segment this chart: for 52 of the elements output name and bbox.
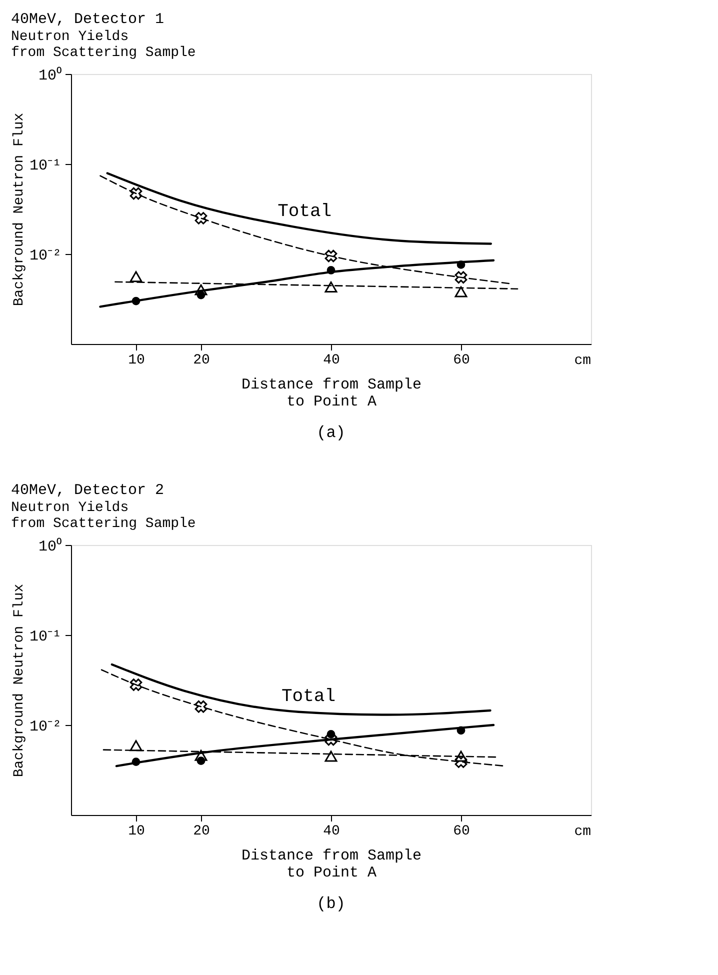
chart-subtitle: Neutron Yields from Scattering Sample: [10, 29, 196, 61]
point: [324, 250, 338, 262]
y-tick-label: 10⁻²: [29, 248, 62, 264]
point: [132, 758, 140, 766]
chart-subtitle: Neutron Yields from Scattering Sample: [10, 500, 196, 532]
line-series: [100, 669, 506, 767]
line-series: [110, 663, 492, 716]
point: [194, 700, 208, 713]
y-axis-title: Background Neutron Flux: [11, 584, 28, 778]
y-axis-title: Background Neutron Flux: [11, 112, 28, 306]
point: [324, 281, 338, 292]
point: [454, 271, 468, 284]
point: [132, 296, 140, 306]
point: [324, 733, 338, 746]
line-series: [106, 172, 492, 245]
x-tick-label: 60: [453, 352, 470, 368]
x-tick-label: 40: [323, 352, 340, 368]
point: [194, 212, 208, 224]
y-tick-label: 10⁻¹: [29, 158, 62, 174]
x-tick-label: 60: [453, 824, 470, 840]
y-tick-label: 10⁰: [38, 66, 62, 84]
chart-title: 40MeV, Detector 1: [10, 11, 164, 28]
text: cm: [574, 824, 591, 840]
text: (b): [316, 895, 346, 913]
y-tick-label: 10⁰: [38, 538, 62, 556]
point: [454, 750, 468, 762]
x-tick-label: 10: [128, 824, 145, 840]
series-label: Total: [278, 202, 332, 222]
text: cm: [574, 353, 591, 369]
x-tick-label: 40: [323, 824, 340, 840]
point: [454, 286, 468, 298]
point: [326, 266, 336, 274]
point: [130, 187, 142, 200]
y-tick-label: 10⁻²: [29, 718, 62, 736]
point: [456, 726, 466, 735]
point: [456, 260, 466, 269]
text: (a): [316, 424, 346, 442]
series-label: Total: [281, 686, 336, 707]
x-tick-label: 20: [193, 824, 210, 840]
x-axis-title: Distance from Sample to Point A: [241, 848, 422, 882]
point: [130, 740, 142, 752]
x-axis-title: Distance from Sample to Point A: [241, 376, 422, 410]
x-tick-label: 10: [128, 352, 145, 368]
chart-title: 40MeV, Detector 2: [10, 482, 164, 499]
point: [454, 756, 468, 768]
point: [194, 284, 208, 296]
point: [130, 271, 142, 282]
point: [324, 750, 338, 762]
point: [194, 750, 208, 761]
x-tick-label: 20: [193, 352, 210, 368]
y-tick-label: 10⁻¹: [29, 628, 62, 646]
point: [130, 678, 142, 691]
